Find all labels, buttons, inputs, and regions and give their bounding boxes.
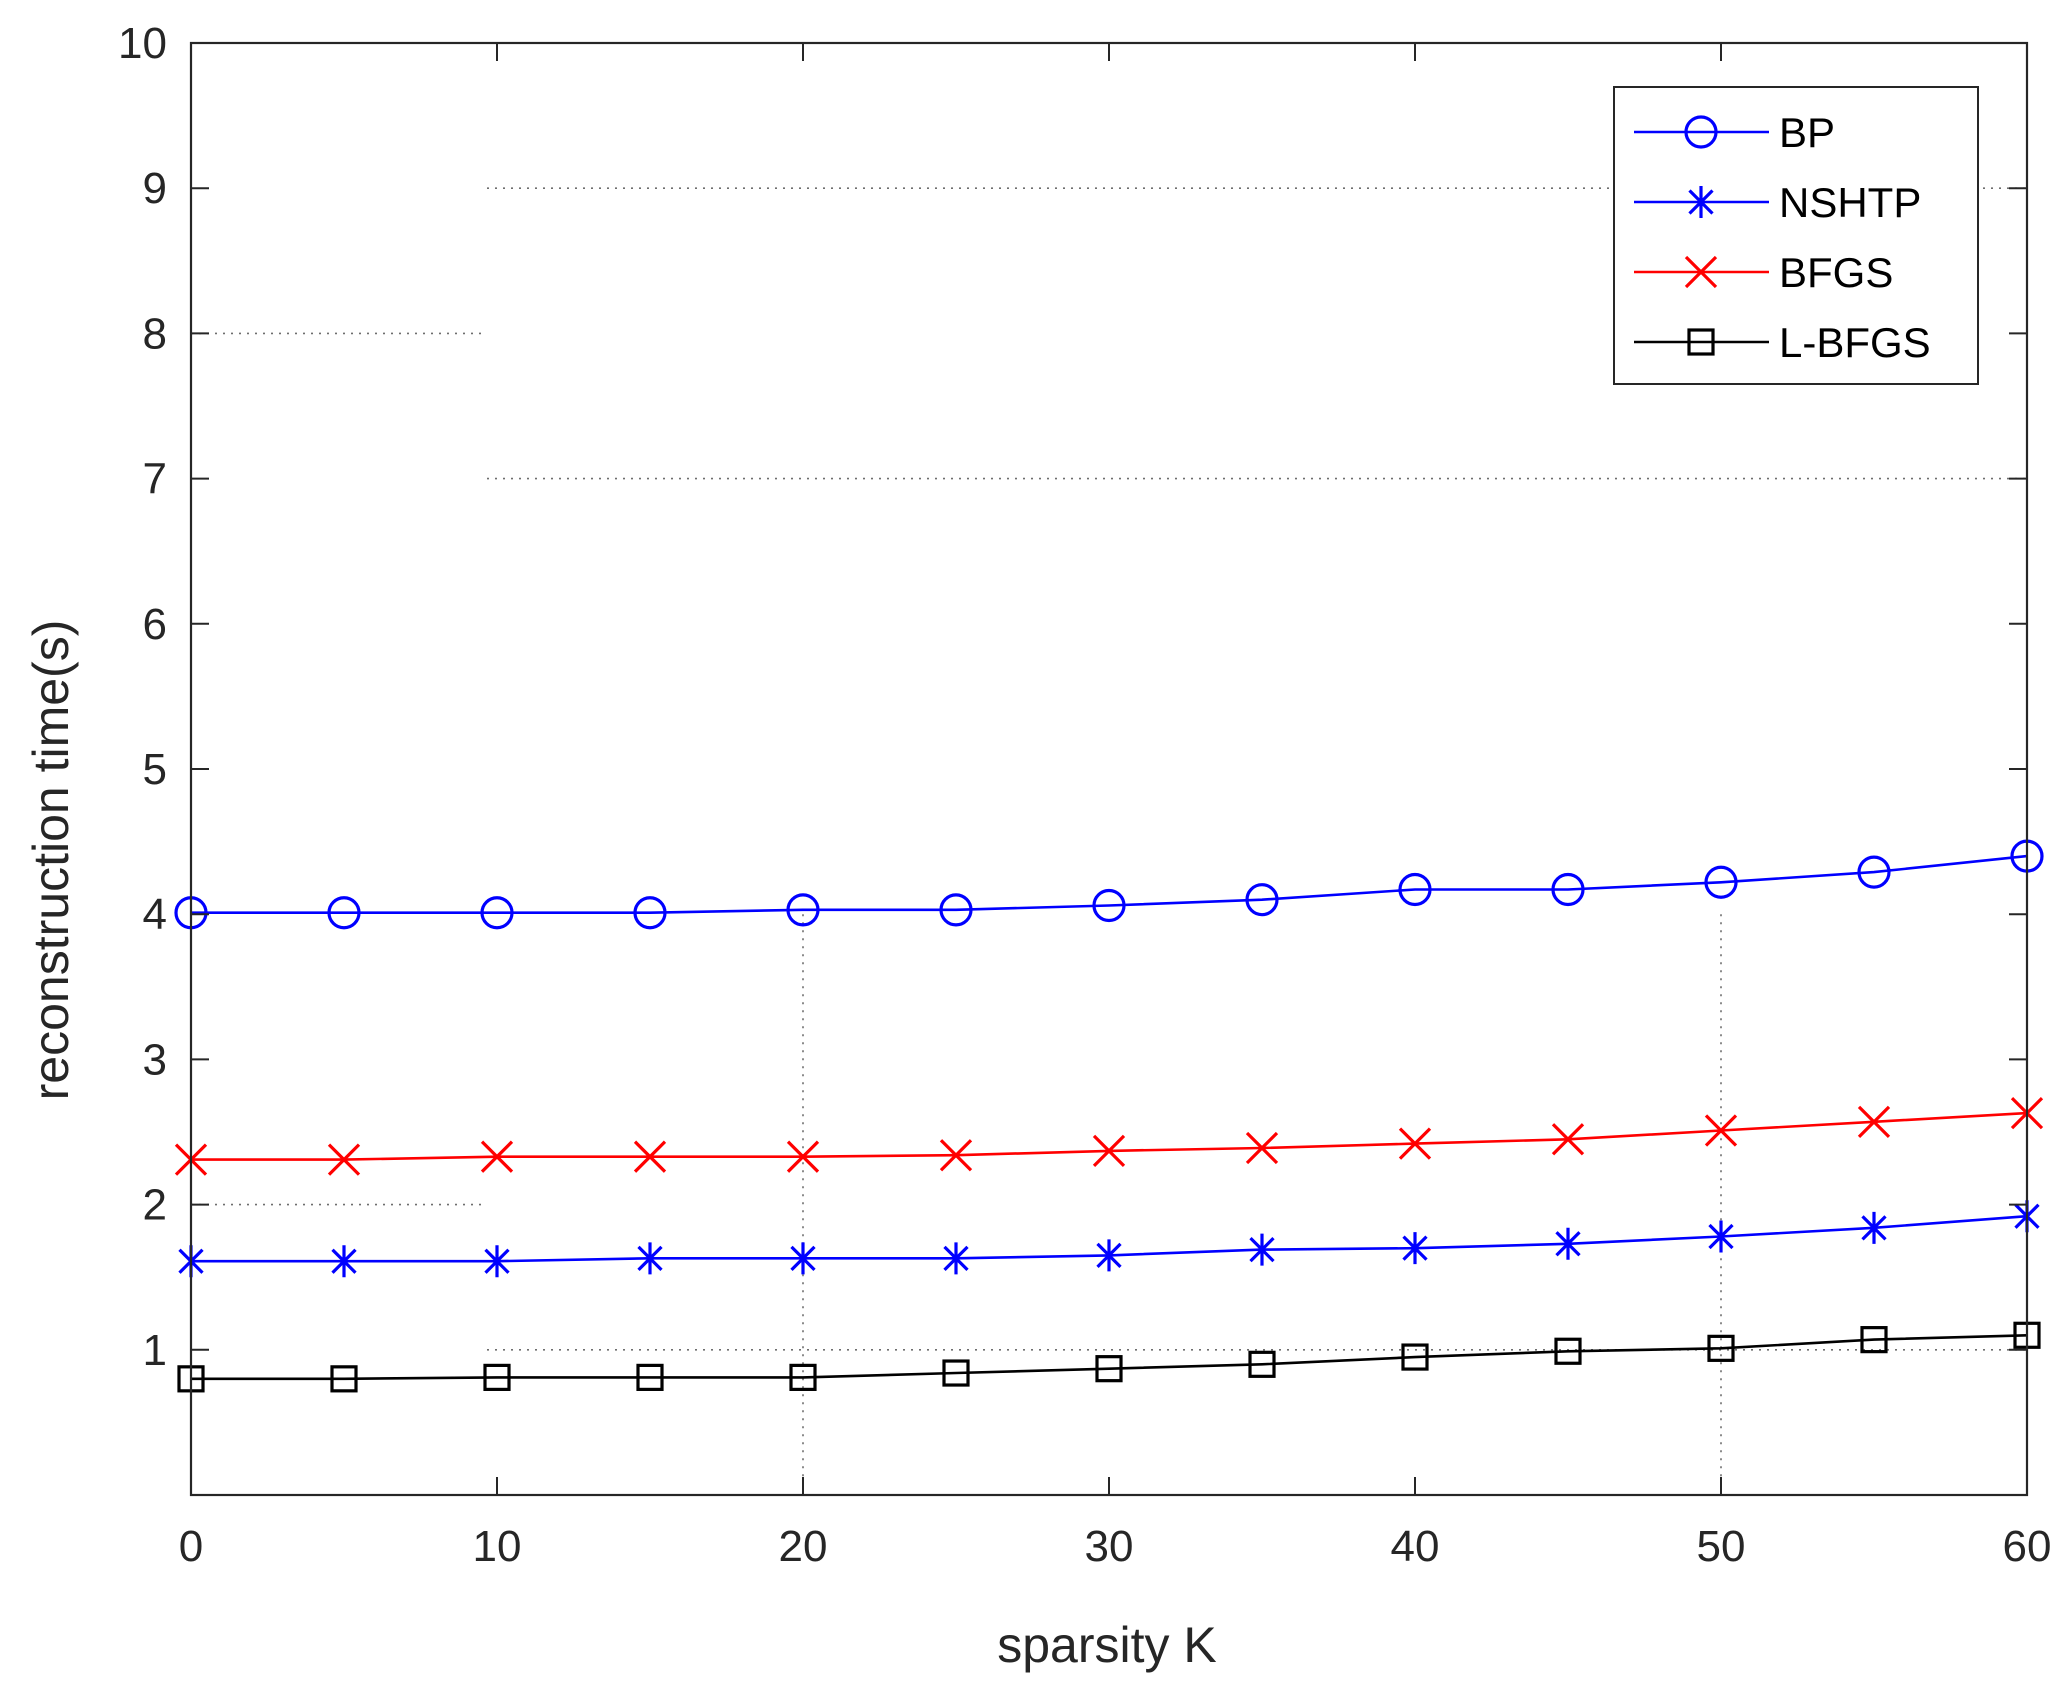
series-nshtp (178, 1200, 2040, 1278)
marker-circle (1092, 888, 1126, 923)
y-tick-label: 4 (143, 890, 167, 939)
marker-x (786, 1140, 820, 1173)
marker-x (327, 1143, 361, 1176)
marker-square (483, 1363, 511, 1391)
marker-circle (939, 893, 973, 927)
y-tick-label: 3 (143, 1035, 167, 1084)
marker-square (1554, 1337, 1582, 1365)
y-tick-label: 10 (118, 19, 167, 68)
marker-x (480, 1140, 514, 1173)
x-tick-label: 0 (179, 1522, 203, 1571)
series-line-l-bfgs (191, 1334, 2028, 1381)
marker-asterisk (1402, 1232, 1428, 1265)
y-tick-label: 8 (143, 309, 167, 358)
x-tick-label: 10 (473, 1522, 522, 1571)
marker-x (1398, 1127, 1432, 1160)
marker-asterisk (1708, 1220, 1734, 1253)
marker-x (1684, 255, 1718, 289)
legend-entry-bp: BP (1634, 109, 1835, 156)
marker-asterisk (1861, 1211, 1887, 1244)
legend-label: L-BFGS (1779, 319, 1931, 366)
x-tick-label: 50 (1697, 1522, 1746, 1571)
legend-entry-l-bfgs: L-BFGS (1634, 319, 1931, 366)
marker-circle (1398, 872, 1432, 907)
marker-circle (1551, 872, 1585, 907)
marker-circle (1245, 883, 1279, 917)
marker-circle (786, 893, 820, 927)
marker-asterisk (637, 1242, 663, 1275)
axes: 0 10 20 30 40 50 60 1 2 3 4 5 6 7 8 9 10 (118, 19, 2051, 1571)
marker-square (1401, 1343, 1429, 1371)
marker-x (1245, 1131, 1279, 1165)
legend-box (1613, 86, 1979, 385)
grid (191, 187, 2027, 1495)
x-axis-title: sparsity K (997, 1617, 1217, 1673)
marker-x (1551, 1123, 1585, 1156)
marker-square (636, 1363, 664, 1391)
marker-square (1860, 1326, 1888, 1354)
marker-asterisk (1555, 1227, 1581, 1260)
marker-square (1248, 1350, 1276, 1378)
marker-circle (1704, 865, 1738, 899)
marker-x (633, 1140, 667, 1173)
marker-circle (327, 896, 361, 930)
y-tick-label: 5 (143, 745, 167, 794)
marker-asterisk (1688, 186, 1714, 218)
marker-square (942, 1359, 970, 1387)
marker-asterisk (331, 1245, 357, 1278)
marker-square (1707, 1334, 1735, 1362)
marker-x (1092, 1134, 1126, 1168)
marker-asterisk (1096, 1239, 1122, 1272)
marker-x (939, 1139, 973, 1172)
y-tick-label: 2 (143, 1181, 167, 1230)
x-tick-label: 30 (1085, 1522, 1134, 1571)
marker-x (1704, 1114, 1738, 1147)
y-axis-title: reconstruction time(s) (23, 620, 79, 1101)
marker-circle (633, 896, 667, 930)
legend: BP NSHTP BFGS L-BFGS (1613, 86, 1979, 385)
legend-label: BFGS (1779, 249, 1893, 296)
y-tick-label: 7 (143, 455, 167, 504)
marker-circle (1857, 855, 1891, 889)
y-tick-label: 9 (143, 164, 167, 213)
marker-asterisk (790, 1242, 816, 1275)
marker-square (330, 1365, 358, 1393)
marker-circle (1684, 115, 1718, 149)
legend-entry-nshtp: NSHTP (1634, 179, 1921, 226)
y-tick-label: 1 (143, 1326, 167, 1375)
legend-entry-bfgs: BFGS (1634, 249, 1893, 296)
marker-square (789, 1363, 817, 1391)
series-line-bp (191, 854, 2028, 915)
marker-circle (480, 896, 514, 930)
x-tick-label: 20 (779, 1522, 828, 1571)
x-tick-label: 60 (2003, 1522, 2052, 1571)
series-layer (174, 839, 2044, 1393)
series-bfgs (174, 1096, 2044, 1176)
y-tick-label: 6 (143, 600, 167, 649)
marker-asterisk (943, 1242, 969, 1275)
marker-asterisk (1249, 1233, 1275, 1266)
marker-x (1857, 1105, 1891, 1138)
marker-square (1095, 1355, 1123, 1383)
marker-asterisk (484, 1245, 510, 1278)
legend-label: NSHTP (1779, 179, 1921, 226)
marker-square (1687, 328, 1715, 356)
x-tick-label: 40 (1391, 1522, 1440, 1571)
legend-label: BP (1779, 109, 1835, 156)
